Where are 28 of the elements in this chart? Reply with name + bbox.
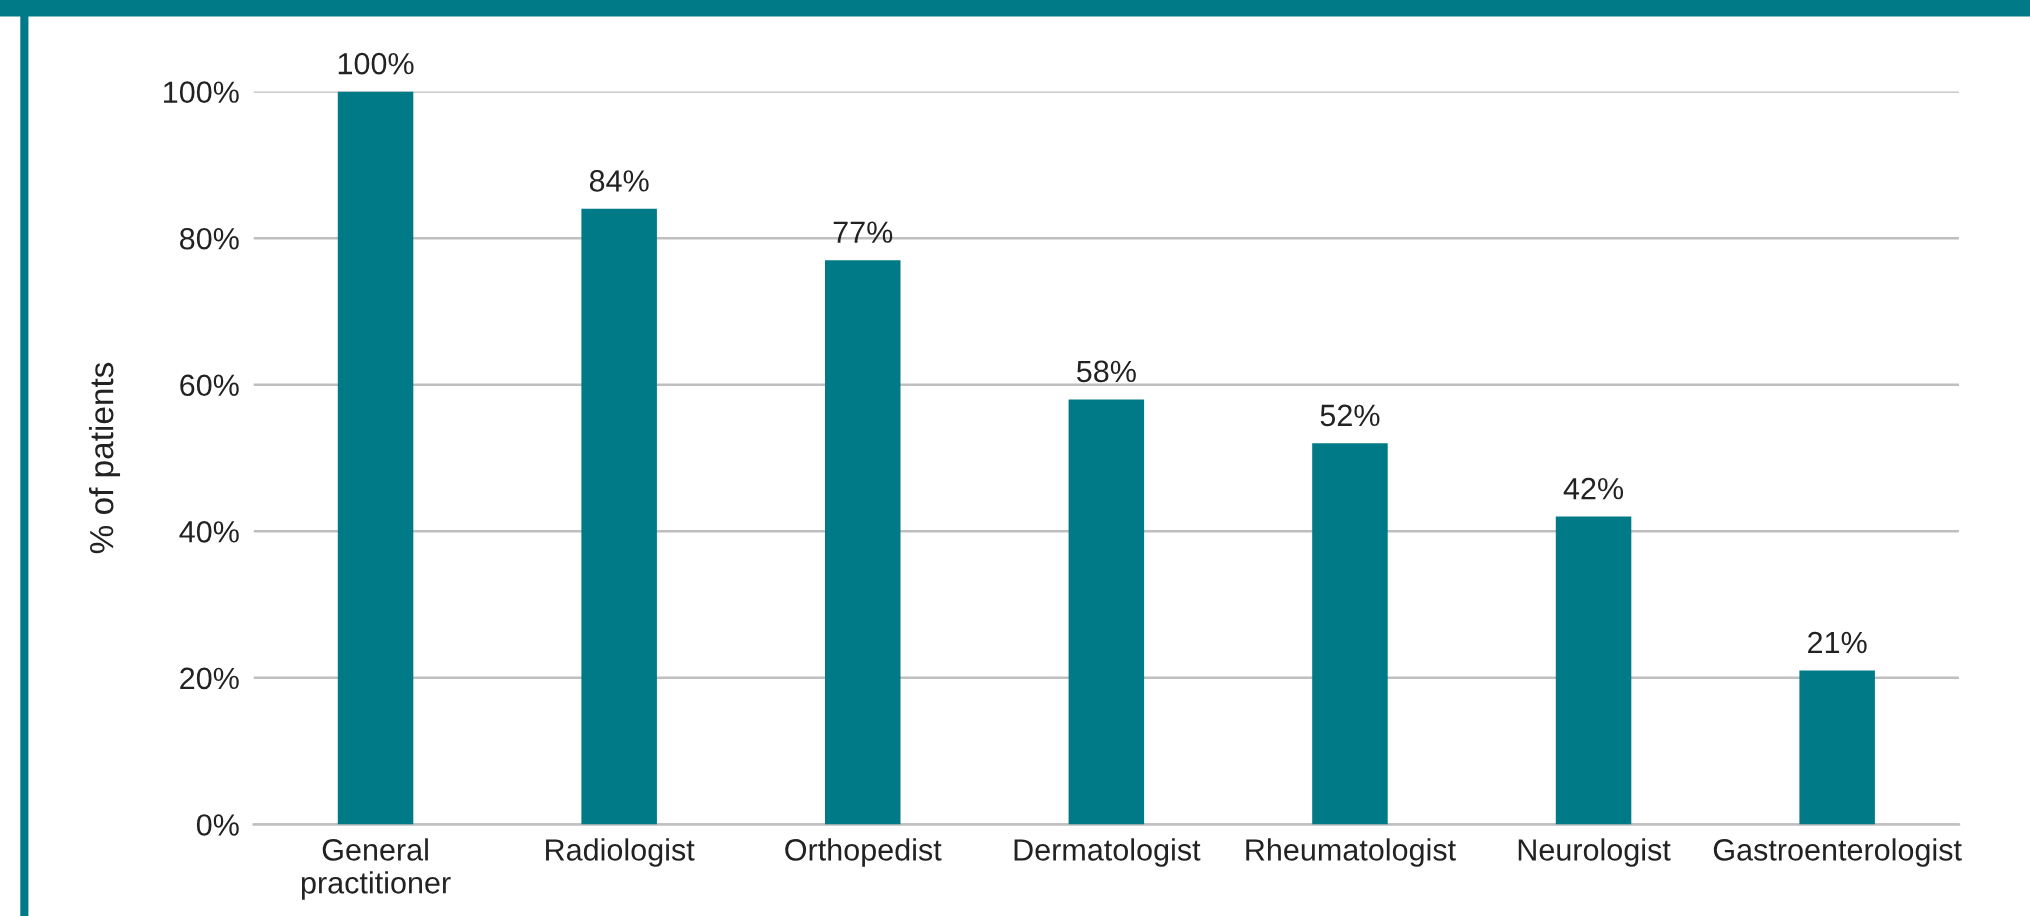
data-label: 84%: [589, 170, 649, 192]
bar: [1312, 443, 1388, 825]
x-tick-label: Gastroenterologist: [1713, 838, 1962, 867]
data-label: 52%: [1320, 404, 1380, 427]
bar: [581, 208, 657, 825]
bar: [337, 91, 414, 825]
bar: [1799, 670, 1875, 825]
y-tick-label: 20%: [180, 667, 239, 690]
y-tick-label: 0%: [196, 814, 239, 836]
y-tick-label: 40%: [179, 521, 239, 543]
bar: [1068, 399, 1145, 825]
data-label: 42%: [1563, 477, 1624, 500]
data-label: 100%: [338, 52, 414, 75]
x-tick-label: Rheumatologist: [1246, 838, 1456, 867]
x-tick-label: Orthopedist: [785, 838, 942, 867]
x-tick-label: General practitioner: [301, 838, 451, 900]
y-tick-label: 60%: [180, 374, 239, 397]
x-tick-label: Neurologist: [1518, 838, 1671, 867]
bar: [1555, 516, 1632, 825]
data-label: 21%: [1808, 631, 1867, 654]
y-tick-label: 80%: [180, 227, 239, 250]
x-tick-label: Dermatologist: [1014, 838, 1201, 867]
data-label: 58%: [1077, 360, 1136, 383]
y-axis-title: % of patients: [88, 362, 121, 554]
y-tick-label: 100%: [164, 81, 239, 103]
bar: [824, 260, 901, 825]
data-label: 77%: [833, 221, 893, 243]
x-tick-label: Radiologist: [546, 838, 695, 867]
